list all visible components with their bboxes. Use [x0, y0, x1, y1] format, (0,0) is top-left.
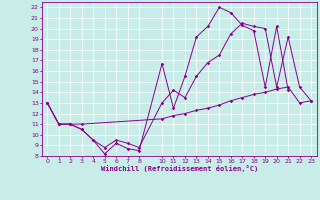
- X-axis label: Windchill (Refroidissement éolien,°C): Windchill (Refroidissement éolien,°C): [100, 165, 258, 172]
